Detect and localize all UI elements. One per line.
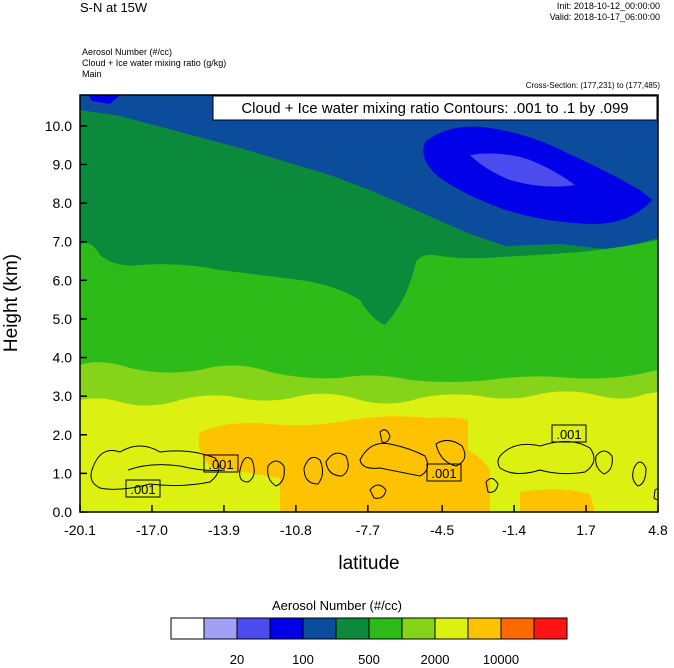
x-tick-label: -7.7 [356, 522, 380, 538]
field-label-cloud-ice: Cloud + Ice water mixing ratio (g/kg) [82, 58, 227, 68]
colorbar-swatch [533, 617, 568, 640]
contour-line [497, 441, 595, 475]
colorbar-swatch [335, 617, 370, 640]
contour-value-text: .001 [130, 482, 155, 497]
contour-line [303, 456, 324, 485]
valid-time: Valid: 2018-10-17_06:00:00 [549, 12, 660, 22]
x-tick-label: -4.5 [430, 522, 454, 538]
colorbar-swatch [236, 617, 271, 640]
colorbar-swatch [500, 617, 535, 640]
contour-value-text: .001 [431, 466, 456, 481]
field-band-orange [198, 416, 490, 512]
contour-line [379, 429, 391, 443]
colorbar-swatch [203, 617, 238, 640]
contour-line [435, 440, 466, 467]
contour-line [267, 460, 285, 487]
x-axis: -20.1 -17.0 -13.9 -10.8 -7.7 -4.5 -1.4 1.7 4.8 [64, 505, 668, 538]
contour-info-text: Cloud + Ice water mixing ratio Contours:… [241, 100, 628, 117]
y-tick-label: 8.0 [53, 195, 73, 211]
y-tick-label: 4.0 [53, 350, 73, 366]
y-tick-label: 1.0 [53, 465, 73, 481]
y-tick-label: 6.0 [53, 272, 73, 288]
x-tick-label: -1.4 [502, 522, 526, 538]
y-axis-label: Height (km) [1, 254, 22, 352]
x-axis-label: latitude [338, 553, 399, 574]
y-tick-label: 5.0 [53, 311, 73, 327]
contour-line [369, 484, 387, 499]
colorbar-swatch [170, 617, 205, 640]
y-tick-label: 10.0 [45, 118, 72, 134]
x-tick-label: -17.0 [136, 522, 168, 538]
colorbar-title: Aerosol Number (#/cc) [271, 598, 403, 613]
colorbar-swatch [269, 617, 304, 640]
colorbar-swatch [302, 617, 337, 640]
contour-line [595, 450, 613, 475]
y-axis: 0.0 1.0 2.0 3.0 4.0 5.0 6.0 7.0 8.0 9.0 10.0 [45, 118, 87, 520]
x-tick-label: 1.7 [576, 522, 596, 538]
contour-value-label: .001 [203, 454, 239, 473]
contour-value-label: .001 [551, 424, 587, 443]
field-band-orange-2 [520, 489, 595, 512]
y-tick-label: 3.0 [53, 388, 73, 404]
colorbar-label: 100 [292, 652, 314, 667]
x-tick-label: -10.8 [280, 522, 312, 538]
x-tick-label: -20.1 [64, 522, 96, 538]
colorbar-label: 2000 [420, 652, 450, 667]
aerosol-field [80, 95, 658, 512]
colorbar-swatch [467, 617, 502, 640]
contour-line [632, 461, 647, 487]
contour-line [325, 452, 349, 477]
contour-line [485, 478, 499, 493]
y-tick-label: 2.0 [53, 427, 73, 443]
colorbar-swatch [368, 617, 403, 640]
y-tick-label: 9.0 [53, 157, 73, 173]
field-band-mid-blue [470, 153, 575, 187]
contour-value-label: .001 [125, 479, 161, 498]
field-label-aerosol: Aerosol Number (#/cc) [82, 47, 173, 57]
colorbar-label: 10000 [482, 652, 520, 667]
contour-value-text: .001 [556, 427, 581, 442]
colorbar-label: 20 [229, 652, 245, 667]
contour-line [127, 464, 226, 471]
colorbar-swatch [401, 617, 436, 640]
contour-line [239, 457, 255, 483]
field-band-blue-top [88, 95, 120, 104]
field-label-main: Main [82, 69, 102, 79]
page-title: S-N at 15W [80, 0, 148, 15]
contour-value-label: .001 [426, 463, 462, 482]
plot-frame [79, 94, 659, 513]
colorbar-label: 500 [358, 652, 380, 667]
contour-info-box [212, 95, 658, 121]
cross-section-label: Cross-Section: (177,231) to (177,485) [525, 81, 660, 90]
init-time: Init: 2018-10-12_00:00:00 [556, 1, 660, 11]
y-tick-label: 7.0 [53, 234, 73, 250]
contour-labels: .001 .001 .001 .001 [125, 424, 587, 498]
y-tick-label: 0.0 [53, 504, 73, 520]
x-tick-label: -13.9 [208, 522, 240, 538]
x-tick-label: 4.8 [648, 522, 668, 538]
colorbar-swatch [434, 617, 469, 640]
colorbar [170, 617, 568, 640]
contour-value-text: .001 [208, 457, 233, 472]
